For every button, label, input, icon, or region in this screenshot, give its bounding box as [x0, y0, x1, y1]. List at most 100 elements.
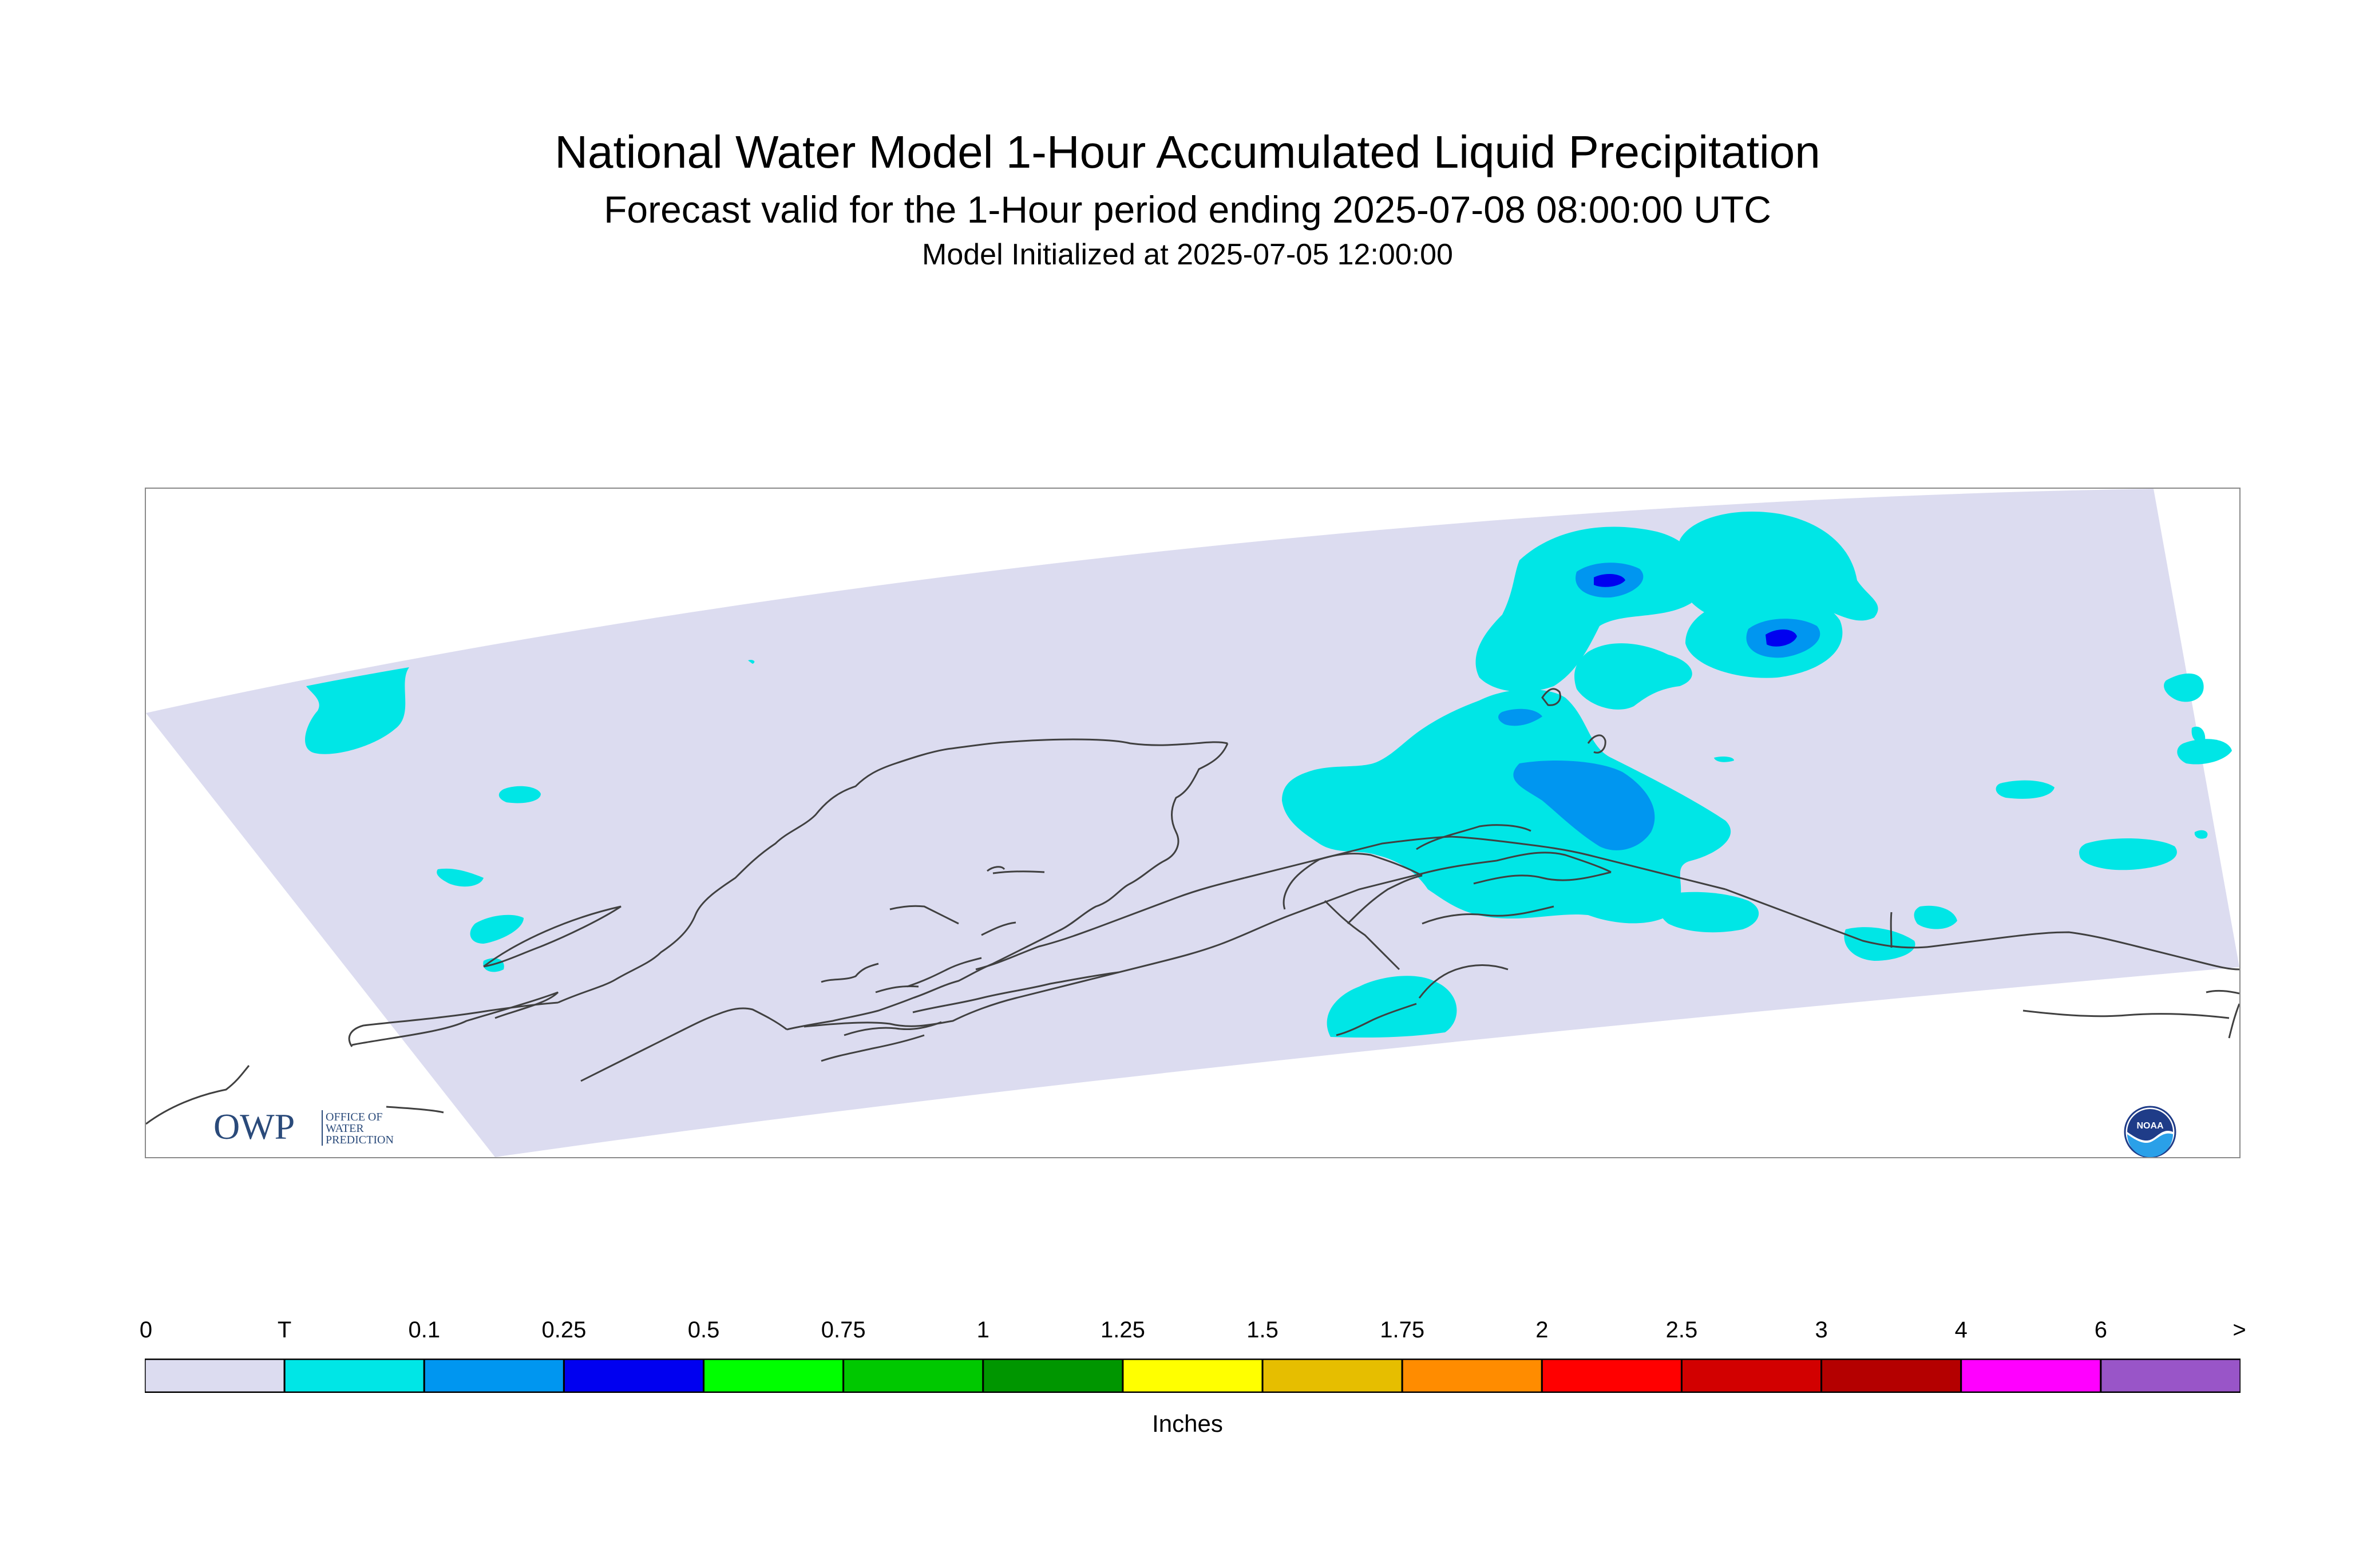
coastline — [875, 985, 919, 993]
precip-area-light — [1513, 761, 1655, 850]
coastlines — [146, 688, 2239, 1125]
colorbar-segment — [563, 1359, 705, 1393]
coastline — [1319, 853, 1423, 877]
colorbar-segment — [145, 1359, 286, 1393]
precip-area-trace — [470, 914, 524, 944]
coastline — [1347, 874, 1423, 925]
coastline — [2228, 1003, 2239, 1039]
colorbar-segment — [842, 1359, 984, 1393]
colorbar-segment — [1820, 1359, 1962, 1393]
precip-area-light — [1498, 708, 1542, 726]
coastline — [1416, 824, 1531, 850]
coastline — [821, 1034, 925, 1062]
colorbar-tick-label: 1 — [976, 1317, 989, 1343]
coastline — [1336, 1003, 1417, 1036]
precip-light-areas — [1498, 563, 1820, 850]
colorbar-segment — [2100, 1359, 2241, 1393]
coastline — [1496, 852, 1612, 873]
coastline — [912, 971, 1119, 1013]
colorbar-segment — [703, 1359, 845, 1393]
colorbar-segment — [1541, 1359, 1683, 1393]
colorbar-tick-label: 0 — [139, 1317, 153, 1343]
precip-moderate-areas — [1594, 573, 1797, 647]
coastline — [992, 870, 1045, 874]
colorbar-tick-label: 0.5 — [687, 1317, 720, 1343]
coastline — [889, 905, 959, 925]
colorbar-segment — [1122, 1359, 1264, 1393]
owp-logo-line-2: WATER — [326, 1122, 364, 1135]
precip-trace-areas — [305, 512, 2232, 1038]
coastline — [146, 1065, 250, 1125]
colorbar-segment — [1680, 1359, 1823, 1393]
precip-area-trace — [2079, 838, 2177, 870]
coastline — [1725, 888, 2239, 971]
precip-area-trace — [1676, 512, 1878, 629]
map-title: National Water Model 1-Hour Accumulated … — [555, 126, 1820, 177]
precip-area-trace — [1475, 526, 1701, 692]
colorbar-segment — [423, 1359, 565, 1393]
colorbar-tick-label: 0.25 — [541, 1317, 587, 1343]
colorbar-segment — [1960, 1359, 2102, 1393]
colorbar-segment — [283, 1359, 425, 1393]
coastline — [907, 957, 982, 988]
coastline — [2022, 1009, 2230, 1019]
coastline — [786, 743, 1229, 1031]
coastline — [1418, 964, 1509, 999]
coastline — [1422, 905, 1554, 925]
colorbar-tick-label: 1.5 — [1246, 1317, 1278, 1343]
precip-area-trace — [748, 660, 755, 664]
colorbar-tick-label: 3 — [1815, 1317, 1828, 1343]
model-domain — [146, 489, 2239, 1157]
coastline — [1587, 734, 1606, 754]
noaa-logo-text: NOAA — [2136, 1121, 2164, 1131]
coastline — [975, 877, 1245, 971]
precip-area-moderate — [1766, 629, 1797, 647]
precip-area-trace — [2194, 830, 2208, 839]
precip-colorbar — [145, 1359, 2241, 1393]
owp-logo: OWP OFFICE OF WATER PREDICTION — [213, 1106, 419, 1153]
coastline — [1473, 871, 1612, 885]
precip-area-trace — [498, 786, 541, 803]
precip-area-trace — [437, 868, 484, 887]
colorbar-tick-label: 1.75 — [1380, 1317, 1425, 1343]
coastline — [844, 1021, 942, 1036]
coastline — [981, 921, 1016, 936]
precip-area-trace — [2191, 726, 2206, 742]
precipitation-map — [146, 489, 2239, 1157]
map-panel[interactable]: OWP OFFICE OF WATER PREDICTION NOAA — [145, 488, 2241, 1158]
coastline — [1541, 688, 1561, 706]
noaa-logo: NOAA — [2123, 1104, 2178, 1157]
coastline — [1324, 900, 1400, 971]
precip-area-trace — [1714, 756, 1734, 762]
colorbar-tick-label: 1.25 — [1100, 1317, 1145, 1343]
precip-area-trace — [2177, 739, 2232, 765]
coastline — [348, 1001, 559, 1047]
colorbar-unit-label: Inches — [1152, 1410, 1223, 1437]
precip-area-trace — [1996, 780, 2055, 799]
coastline — [557, 738, 1228, 1004]
precip-area-trace — [1574, 643, 1692, 710]
coastline — [987, 866, 1006, 872]
precip-area-trace — [1914, 905, 1957, 929]
coastline — [386, 1106, 444, 1114]
precip-area-trace — [1282, 689, 1731, 924]
forecast-valid-subtitle: Forecast valid for the 1-Hour period end… — [604, 188, 1771, 231]
coastline — [821, 963, 879, 983]
colorbar-tick-label: T — [277, 1317, 292, 1343]
precip-area-trace — [2164, 673, 2204, 702]
colorbar-tick-label: 6 — [2094, 1317, 2107, 1343]
colorbar-tick-label: 2.5 — [1665, 1317, 1698, 1343]
coastline — [2206, 989, 2239, 995]
colorbar-tick-label: 4 — [1954, 1317, 1968, 1343]
colorbar-segment — [1261, 1359, 1403, 1393]
colorbar-tick-label: 2 — [1535, 1317, 1549, 1343]
owp-logo-line-1: OFFICE OF — [326, 1111, 382, 1123]
coastline — [580, 1007, 787, 1082]
colorbar-segment — [982, 1359, 1124, 1393]
precip-area-trace — [1657, 892, 1759, 933]
precip-area-trace — [305, 667, 409, 754]
coastline — [1282, 858, 1320, 910]
colorbar-tick-label: 0.1 — [408, 1317, 441, 1343]
precip-area-moderate — [1594, 573, 1625, 587]
coastline — [483, 905, 622, 968]
